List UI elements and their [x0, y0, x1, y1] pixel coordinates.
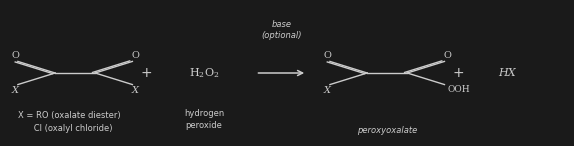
Text: HX: HX [499, 68, 516, 78]
Text: OOH: OOH [447, 85, 470, 94]
Text: O: O [11, 51, 19, 60]
Text: X: X [132, 86, 139, 95]
Text: hydrogen
peroxide: hydrogen peroxide [184, 108, 224, 130]
Text: X: X [11, 86, 18, 95]
Text: peroxyoxalate: peroxyoxalate [357, 126, 417, 135]
Text: +: + [141, 66, 153, 80]
Text: base
(optional): base (optional) [261, 20, 301, 40]
Text: +: + [453, 66, 464, 80]
Text: X: X [324, 86, 331, 95]
Text: $\mathregular{H_2O_2}$: $\mathregular{H_2O_2}$ [189, 66, 219, 80]
Text: O: O [131, 51, 139, 60]
Text: X = RO (oxalate diester)
      Cl (oxalyl chloride): X = RO (oxalate diester) Cl (oxalyl chlo… [18, 111, 121, 133]
Text: O: O [323, 51, 331, 60]
Text: O: O [443, 51, 451, 60]
